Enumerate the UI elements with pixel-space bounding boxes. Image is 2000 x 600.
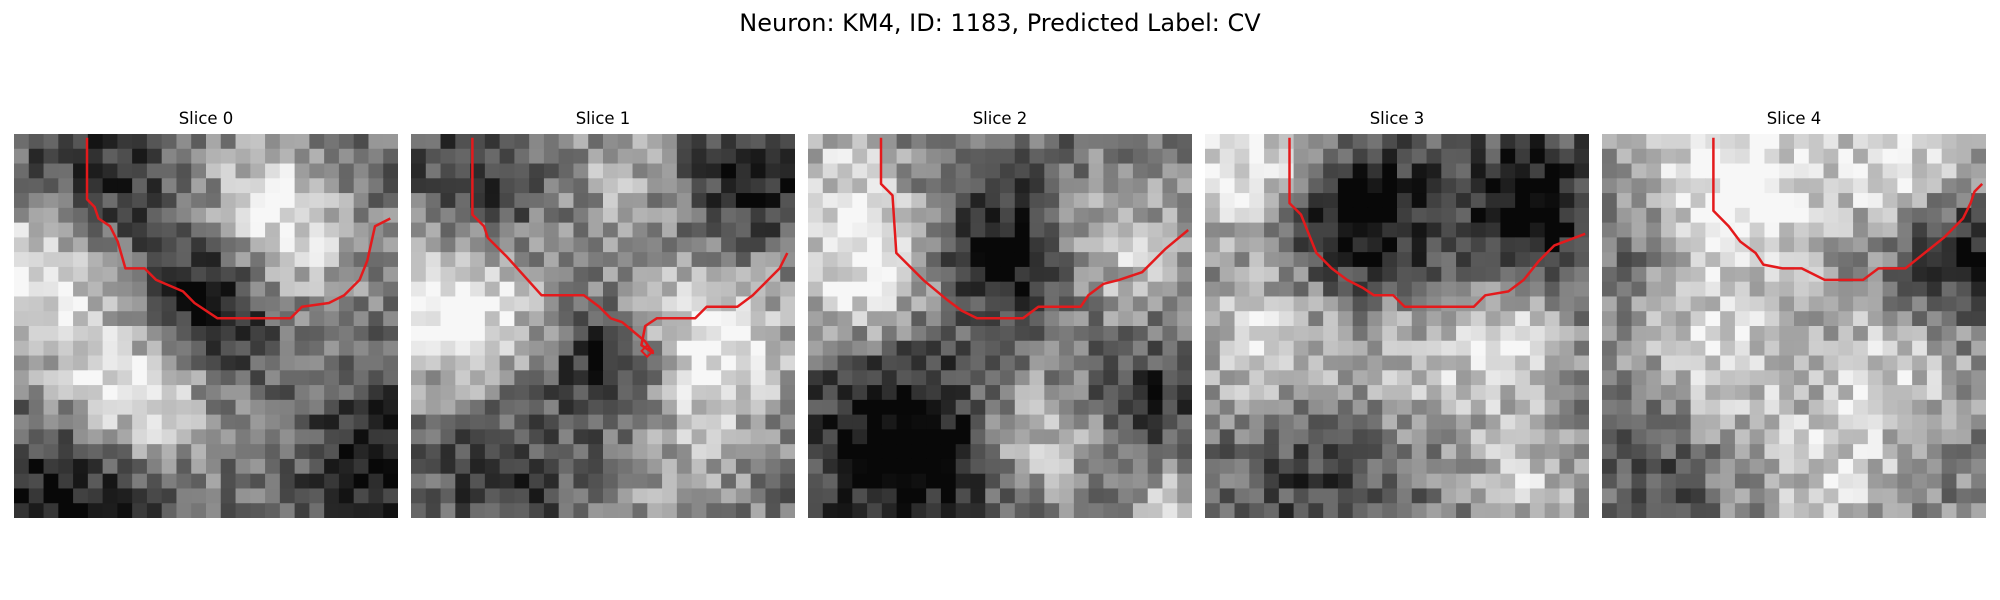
slice-image-2 [808, 134, 1192, 518]
slice-title-1: Slice 1 [575, 109, 631, 128]
slice-panel-0: Slice 0 [14, 108, 398, 518]
slice-title-4: Slice 4 [1766, 109, 1822, 128]
trace-line-2 [879, 137, 1189, 320]
trace-line-4 [1712, 137, 1984, 282]
slice-panel-3: Slice 3 [1205, 108, 1589, 518]
trace-end-marker [640, 343, 655, 359]
slice-panel-2: Slice 2 [808, 108, 1192, 518]
slice-image-0 [14, 134, 398, 518]
slice-panel-1: Slice 1 [411, 108, 795, 518]
slice-title-2: Slice 2 [972, 109, 1028, 128]
slice-image-1 [411, 134, 795, 518]
slice-panel-4: Slice 4 [1602, 108, 1986, 518]
figure-title: Neuron: KM4, ID: 1183, Predicted Label: … [739, 9, 1261, 37]
trace-line-0 [85, 137, 391, 320]
slice-image-4 [1602, 134, 1986, 518]
slice-title-3: Slice 3 [1369, 109, 1425, 128]
slice-image-3 [1205, 134, 1589, 518]
trace-line-3 [1288, 137, 1586, 309]
slice-title-0: Slice 0 [178, 109, 234, 128]
